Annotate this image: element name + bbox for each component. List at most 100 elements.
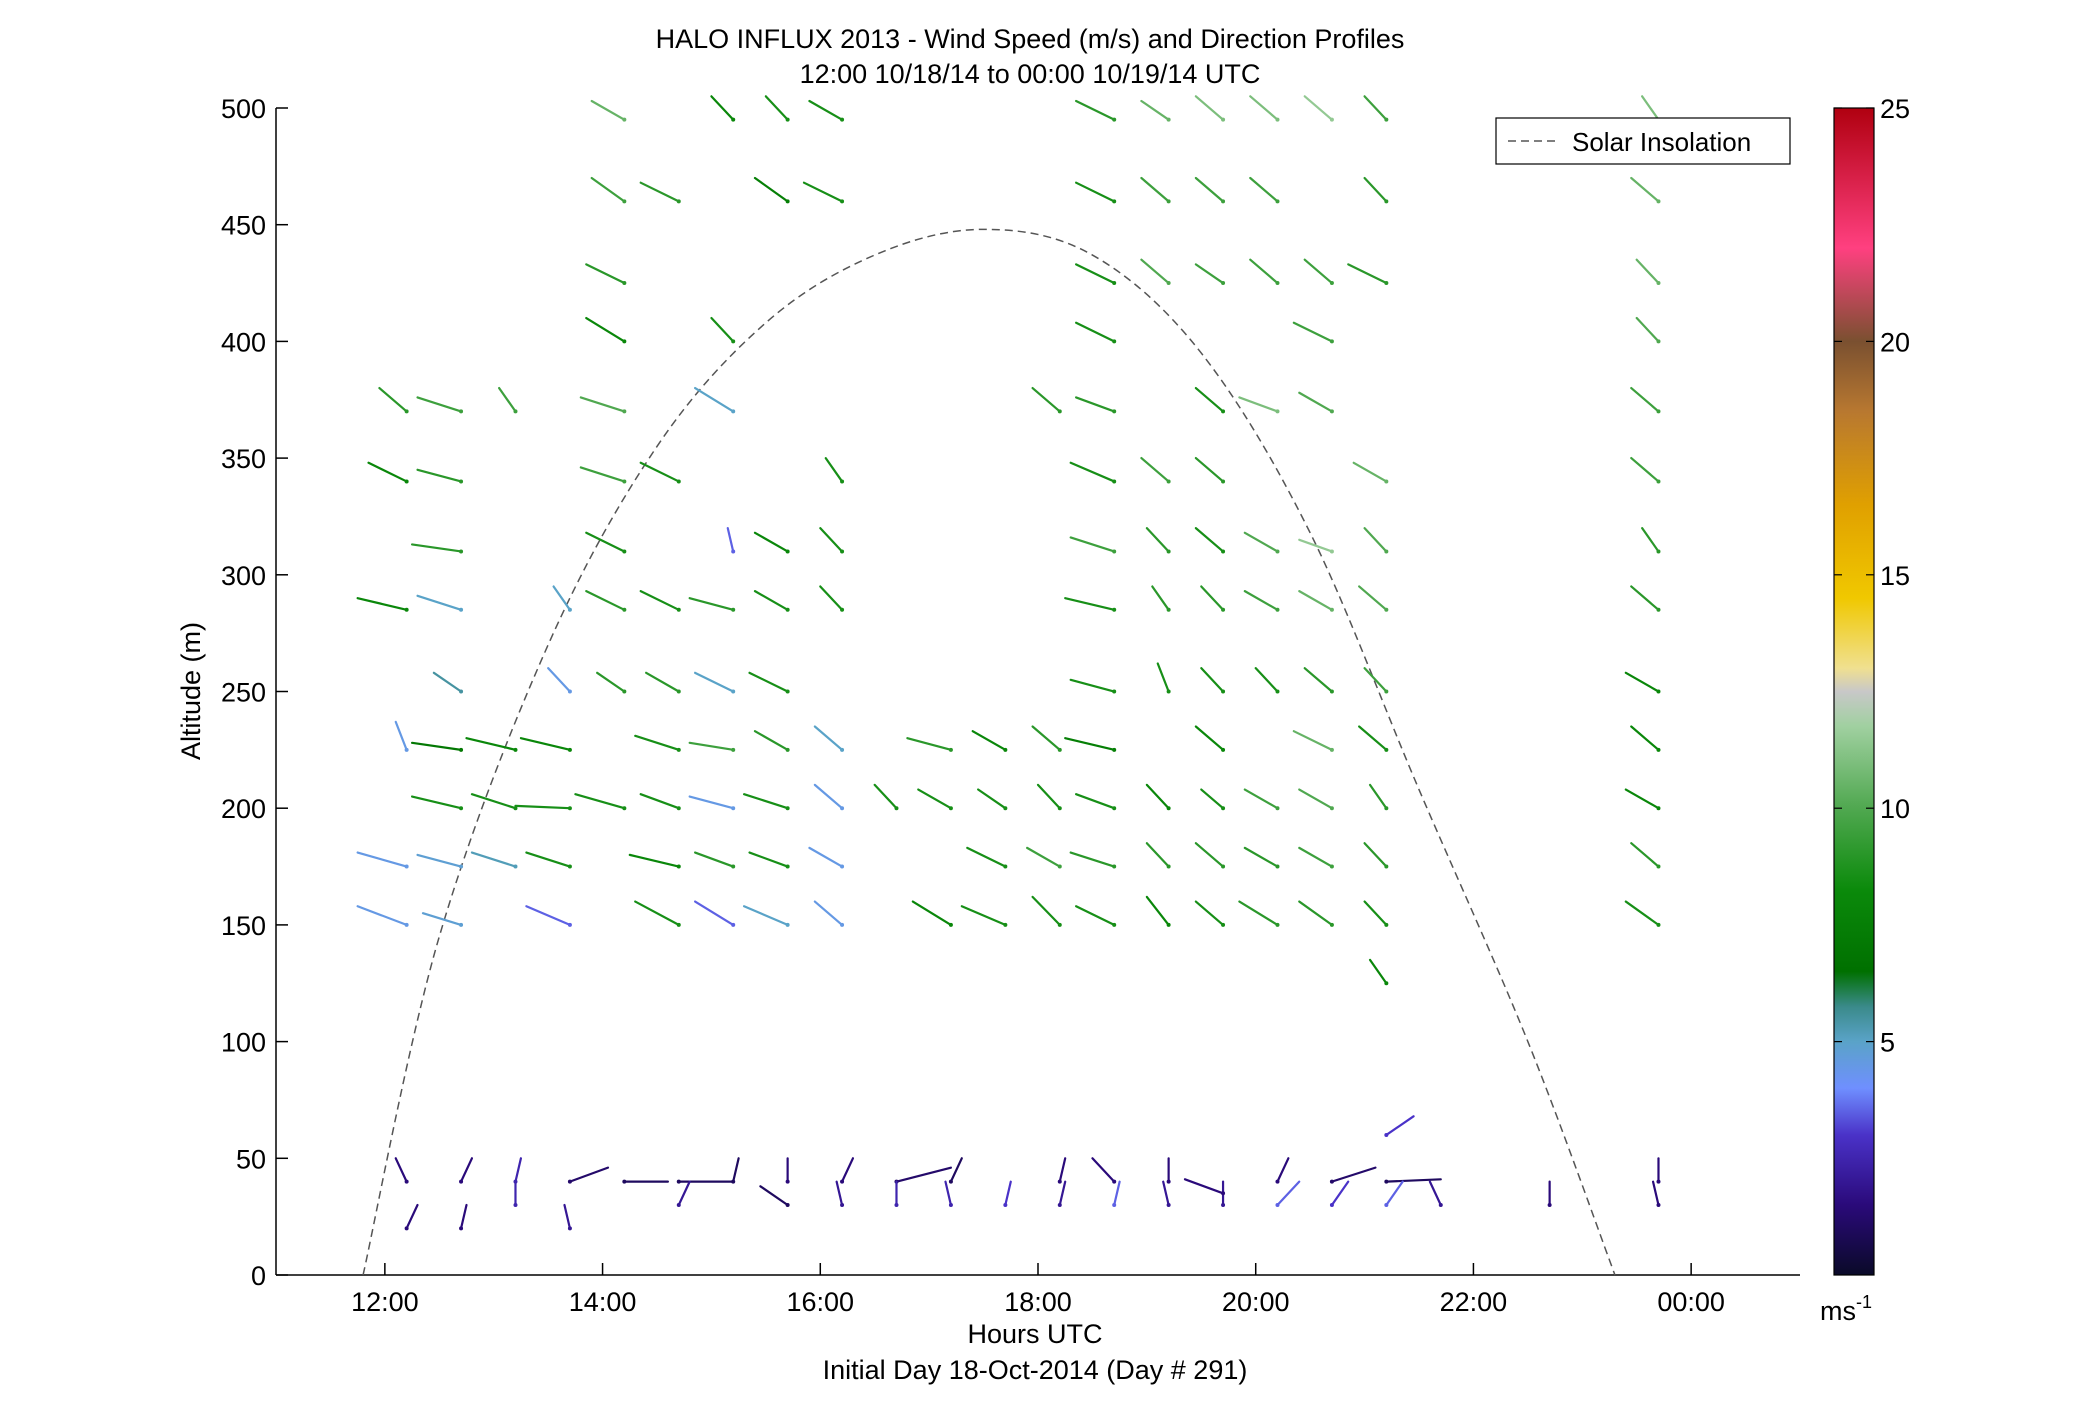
wind-barb-tip xyxy=(1003,922,1008,927)
wind-barb xyxy=(410,741,463,751)
wind-barb-tip xyxy=(459,607,464,612)
wind-barb-tip xyxy=(785,1202,790,1207)
wind-barb xyxy=(726,527,735,553)
wind-barb-tip xyxy=(1112,607,1117,612)
wind-barb-tip xyxy=(1166,864,1171,869)
wind-barb-tip xyxy=(459,409,464,414)
wind-barb xyxy=(1074,99,1116,121)
wind-barb-tip xyxy=(1221,479,1226,484)
wind-barb-tip xyxy=(1384,1202,1389,1207)
wind-barb xyxy=(1276,1157,1290,1183)
wind-barb xyxy=(1635,258,1660,285)
wind-barb xyxy=(1145,842,1170,868)
wind-barb-tip xyxy=(1384,607,1389,612)
colorbar-unit-label: ms-1 xyxy=(1820,1292,1872,1326)
wind-barb xyxy=(1058,1180,1067,1207)
wind-barb-tip xyxy=(785,607,790,612)
wind-barb-tip xyxy=(1656,409,1661,414)
wind-barb xyxy=(1385,1178,1442,1183)
wind-barb xyxy=(1243,531,1279,553)
wind-barb-tip xyxy=(1166,1202,1171,1207)
wind-barb xyxy=(1074,905,1116,927)
wind-barb-tip xyxy=(459,549,464,554)
wind-barb xyxy=(1630,176,1660,203)
wind-barb xyxy=(1140,457,1170,483)
wind-barb-tip xyxy=(840,864,845,869)
wind-barb-tip xyxy=(1384,549,1389,554)
wind-barb-tip xyxy=(1166,199,1171,204)
wind-barb xyxy=(1194,95,1225,121)
legend-label-solar: Solar Insolation xyxy=(1572,127,1751,157)
wind-barb-tip xyxy=(785,922,790,927)
wind-barb xyxy=(410,543,463,553)
wind-barb-tip xyxy=(622,1179,627,1184)
wind-barb xyxy=(966,846,1007,868)
wind-barb xyxy=(732,1157,740,1183)
wind-barb-tip xyxy=(1384,199,1389,204)
plot-area xyxy=(275,108,1800,1276)
wind-barb xyxy=(1298,538,1334,553)
wind-barb xyxy=(1630,842,1660,868)
wind-barb xyxy=(742,905,789,927)
wind-barb xyxy=(1630,386,1660,413)
wind-barb-tip xyxy=(1329,747,1334,752)
wind-barb xyxy=(1651,1180,1660,1207)
wind-barb-tip xyxy=(1166,479,1171,484)
wind-barb-tip xyxy=(567,689,572,694)
wind-barb-tip xyxy=(840,1179,845,1184)
wind-barb-tip xyxy=(1166,549,1171,554)
wind-barb-tip xyxy=(622,689,627,694)
wind-barb-tip xyxy=(1112,199,1117,204)
wind-barb-tip xyxy=(731,747,736,752)
wind-barb xyxy=(917,788,953,810)
wind-barb xyxy=(547,667,572,693)
y-axis-label: Altitude (m) xyxy=(176,622,206,760)
wind-barb-tip xyxy=(785,549,790,554)
wind-barb xyxy=(514,1157,523,1183)
wind-barb-tip xyxy=(567,1226,572,1231)
wind-barb-tip xyxy=(567,747,572,752)
wind-barb-tip xyxy=(1112,281,1117,286)
wind-barb xyxy=(416,468,463,483)
wind-barb-tip xyxy=(513,864,518,869)
wind-barb xyxy=(1156,662,1170,693)
wind-barb xyxy=(1069,851,1116,868)
wind-barb xyxy=(596,671,626,693)
wind-barb xyxy=(459,1203,468,1230)
wind-barb-tip xyxy=(1275,199,1280,204)
wind-barb-tip xyxy=(731,689,736,694)
wind-barb-tip xyxy=(459,747,464,752)
wind-barb xyxy=(1358,585,1388,611)
wind-barb xyxy=(1113,1180,1121,1207)
wind-barb-tip xyxy=(676,689,681,694)
wind-barb xyxy=(1151,585,1170,611)
wind-barb xyxy=(873,783,898,810)
wind-barb xyxy=(1140,176,1170,203)
wind-barb xyxy=(977,788,1007,810)
x-axis-sublabel: Initial Day 18-Oct-2014 (Day # 291) xyxy=(823,1355,1248,1385)
wind-barb xyxy=(639,461,680,483)
wind-barb xyxy=(1385,1115,1415,1137)
wind-barb xyxy=(759,1185,789,1207)
wind-barb xyxy=(1298,900,1334,927)
wind-barb xyxy=(819,585,844,611)
wind-barb xyxy=(688,597,735,611)
wind-barb-tip xyxy=(948,1179,953,1184)
wind-barb-tip xyxy=(1384,1179,1389,1184)
wind-barb-tip xyxy=(840,117,845,122)
wind-barb xyxy=(911,900,953,927)
legend-box xyxy=(1495,117,1791,165)
y-tick-label: 200 xyxy=(221,794,266,824)
wind-barb-tip xyxy=(1166,689,1171,694)
wind-barb-tip xyxy=(1329,1179,1334,1184)
wind-barb-tip xyxy=(1329,117,1334,122)
wind-barb xyxy=(1363,842,1388,868)
wind-barb-tip xyxy=(1166,922,1171,927)
wind-barb-tip xyxy=(1112,1202,1117,1207)
wind-barb-tip xyxy=(731,864,736,869)
wind-barb-tip xyxy=(948,1202,953,1207)
wind-barb xyxy=(1031,725,1061,751)
wind-barb-tip xyxy=(1384,806,1389,811)
wind-barb-tip xyxy=(1221,689,1226,694)
wind-barb xyxy=(813,783,844,810)
